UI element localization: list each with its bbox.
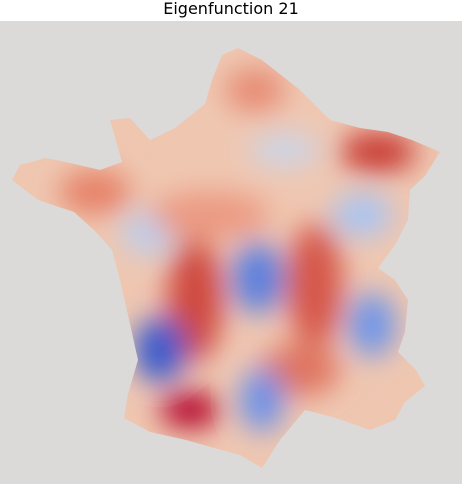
- red-ridge-central-right: [287, 223, 343, 347]
- blue-spot-east: [348, 293, 396, 357]
- red-ridge-north-east: [340, 132, 416, 172]
- light-blue-north: [250, 134, 320, 166]
- blue-spot-south-west: [134, 317, 186, 383]
- heatmap-plot: [0, 21, 462, 484]
- red-band-centre: [150, 191, 270, 239]
- red-ridge-north: [225, 68, 285, 112]
- blue-spot-south: [240, 368, 284, 432]
- chart-title: Eigenfunction 21: [163, 0, 299, 18]
- blue-spot-centre: [232, 242, 284, 314]
- red-spot-south-west: [160, 392, 220, 428]
- blue-east-north-east: [332, 193, 392, 237]
- red-ridge-north-west: [59, 170, 131, 214]
